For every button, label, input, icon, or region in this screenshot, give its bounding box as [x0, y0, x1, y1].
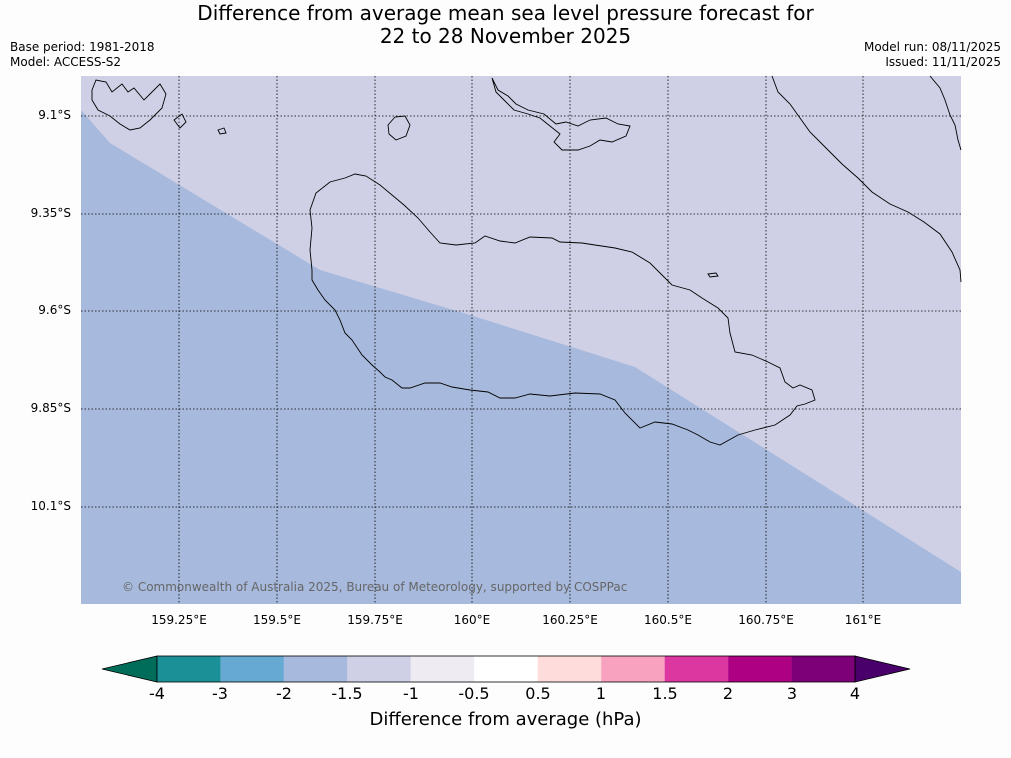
colorbar-segment [410, 656, 475, 682]
colorbar-segment [791, 656, 855, 682]
colorbar-tick: -0.5 [458, 684, 490, 703]
colorbar-over-arrow [854, 655, 911, 683]
colorbar-segment [474, 656, 538, 682]
colorbar-tick: -1.5 [331, 684, 363, 703]
lon-label: 160.5°E [644, 613, 692, 627]
title-line-1: Difference from average mean sea level p… [197, 1, 814, 25]
lon-label: 159.75°E [347, 613, 403, 627]
round-island [387, 115, 411, 141]
nw-islet-2 [217, 127, 227, 135]
title-line-2: 22 to 28 November 2025 [379, 24, 632, 48]
colorbar-tick: -4 [149, 684, 165, 703]
colorbar-tick: 0.5 [525, 684, 551, 703]
coastlines [91, 75, 962, 446]
lat-label: 10.1°S [30, 499, 71, 513]
colorbar-tick: 2 [722, 684, 734, 703]
ne-coast-2 [929, 75, 962, 151]
colorbar [101, 655, 911, 683]
colorbar-tick: 1.5 [652, 684, 678, 703]
model-name: Model: ACCESS-S2 [10, 55, 122, 69]
colorbar-tick: 3 [786, 684, 798, 703]
lat-label: 9.85°S [30, 401, 71, 415]
colorbar-segment [283, 656, 348, 682]
gridlines [81, 76, 961, 604]
lat-label: 9.6°S [38, 303, 71, 317]
lon-label: 159.25°E [151, 613, 207, 627]
colorbar-frame [156, 655, 856, 683]
colorbar-segment [157, 656, 221, 682]
small-islet [707, 272, 719, 278]
lon-label: 160.75°E [738, 613, 794, 627]
colorbar-tick: -2 [276, 684, 292, 703]
colorbar-segment [347, 656, 411, 682]
colorbar-segment [537, 656, 602, 682]
region-lower [81, 110, 961, 604]
colorbar-segment [664, 656, 729, 682]
main-island-coast [309, 173, 816, 446]
colorbar-label: Difference from average (hPa) [369, 709, 642, 730]
colorbar-tick: 4 [849, 684, 861, 703]
nw-coast [91, 79, 167, 131]
base-period: Base period: 1981-2018 [10, 40, 155, 54]
colorbar-tick: -3 [212, 684, 228, 703]
copyright-notice: © Commonwealth of Australia 2025, Bureau… [122, 580, 628, 594]
lat-label: 9.35°S [30, 206, 71, 220]
lon-label: 159.5°E [253, 613, 301, 627]
colorbar-segment [728, 656, 792, 682]
lon-label: 161°E [844, 613, 882, 627]
colorbar-tick: 1 [595, 684, 607, 703]
ne-coast [771, 75, 962, 283]
colorbar-segment [601, 656, 665, 682]
colorbar-under-arrow [101, 655, 158, 683]
model-run: Model run: 08/11/2025 [863, 40, 1001, 54]
lon-label: 160.25°E [542, 613, 598, 627]
colorbar-segment [220, 656, 284, 682]
lon-label: 160°E [453, 613, 491, 627]
issued-date: Issued: 11/11/2025 [885, 55, 1001, 69]
lat-label: 9.1°S [38, 108, 71, 122]
colorbar-tick: -1 [403, 684, 419, 703]
